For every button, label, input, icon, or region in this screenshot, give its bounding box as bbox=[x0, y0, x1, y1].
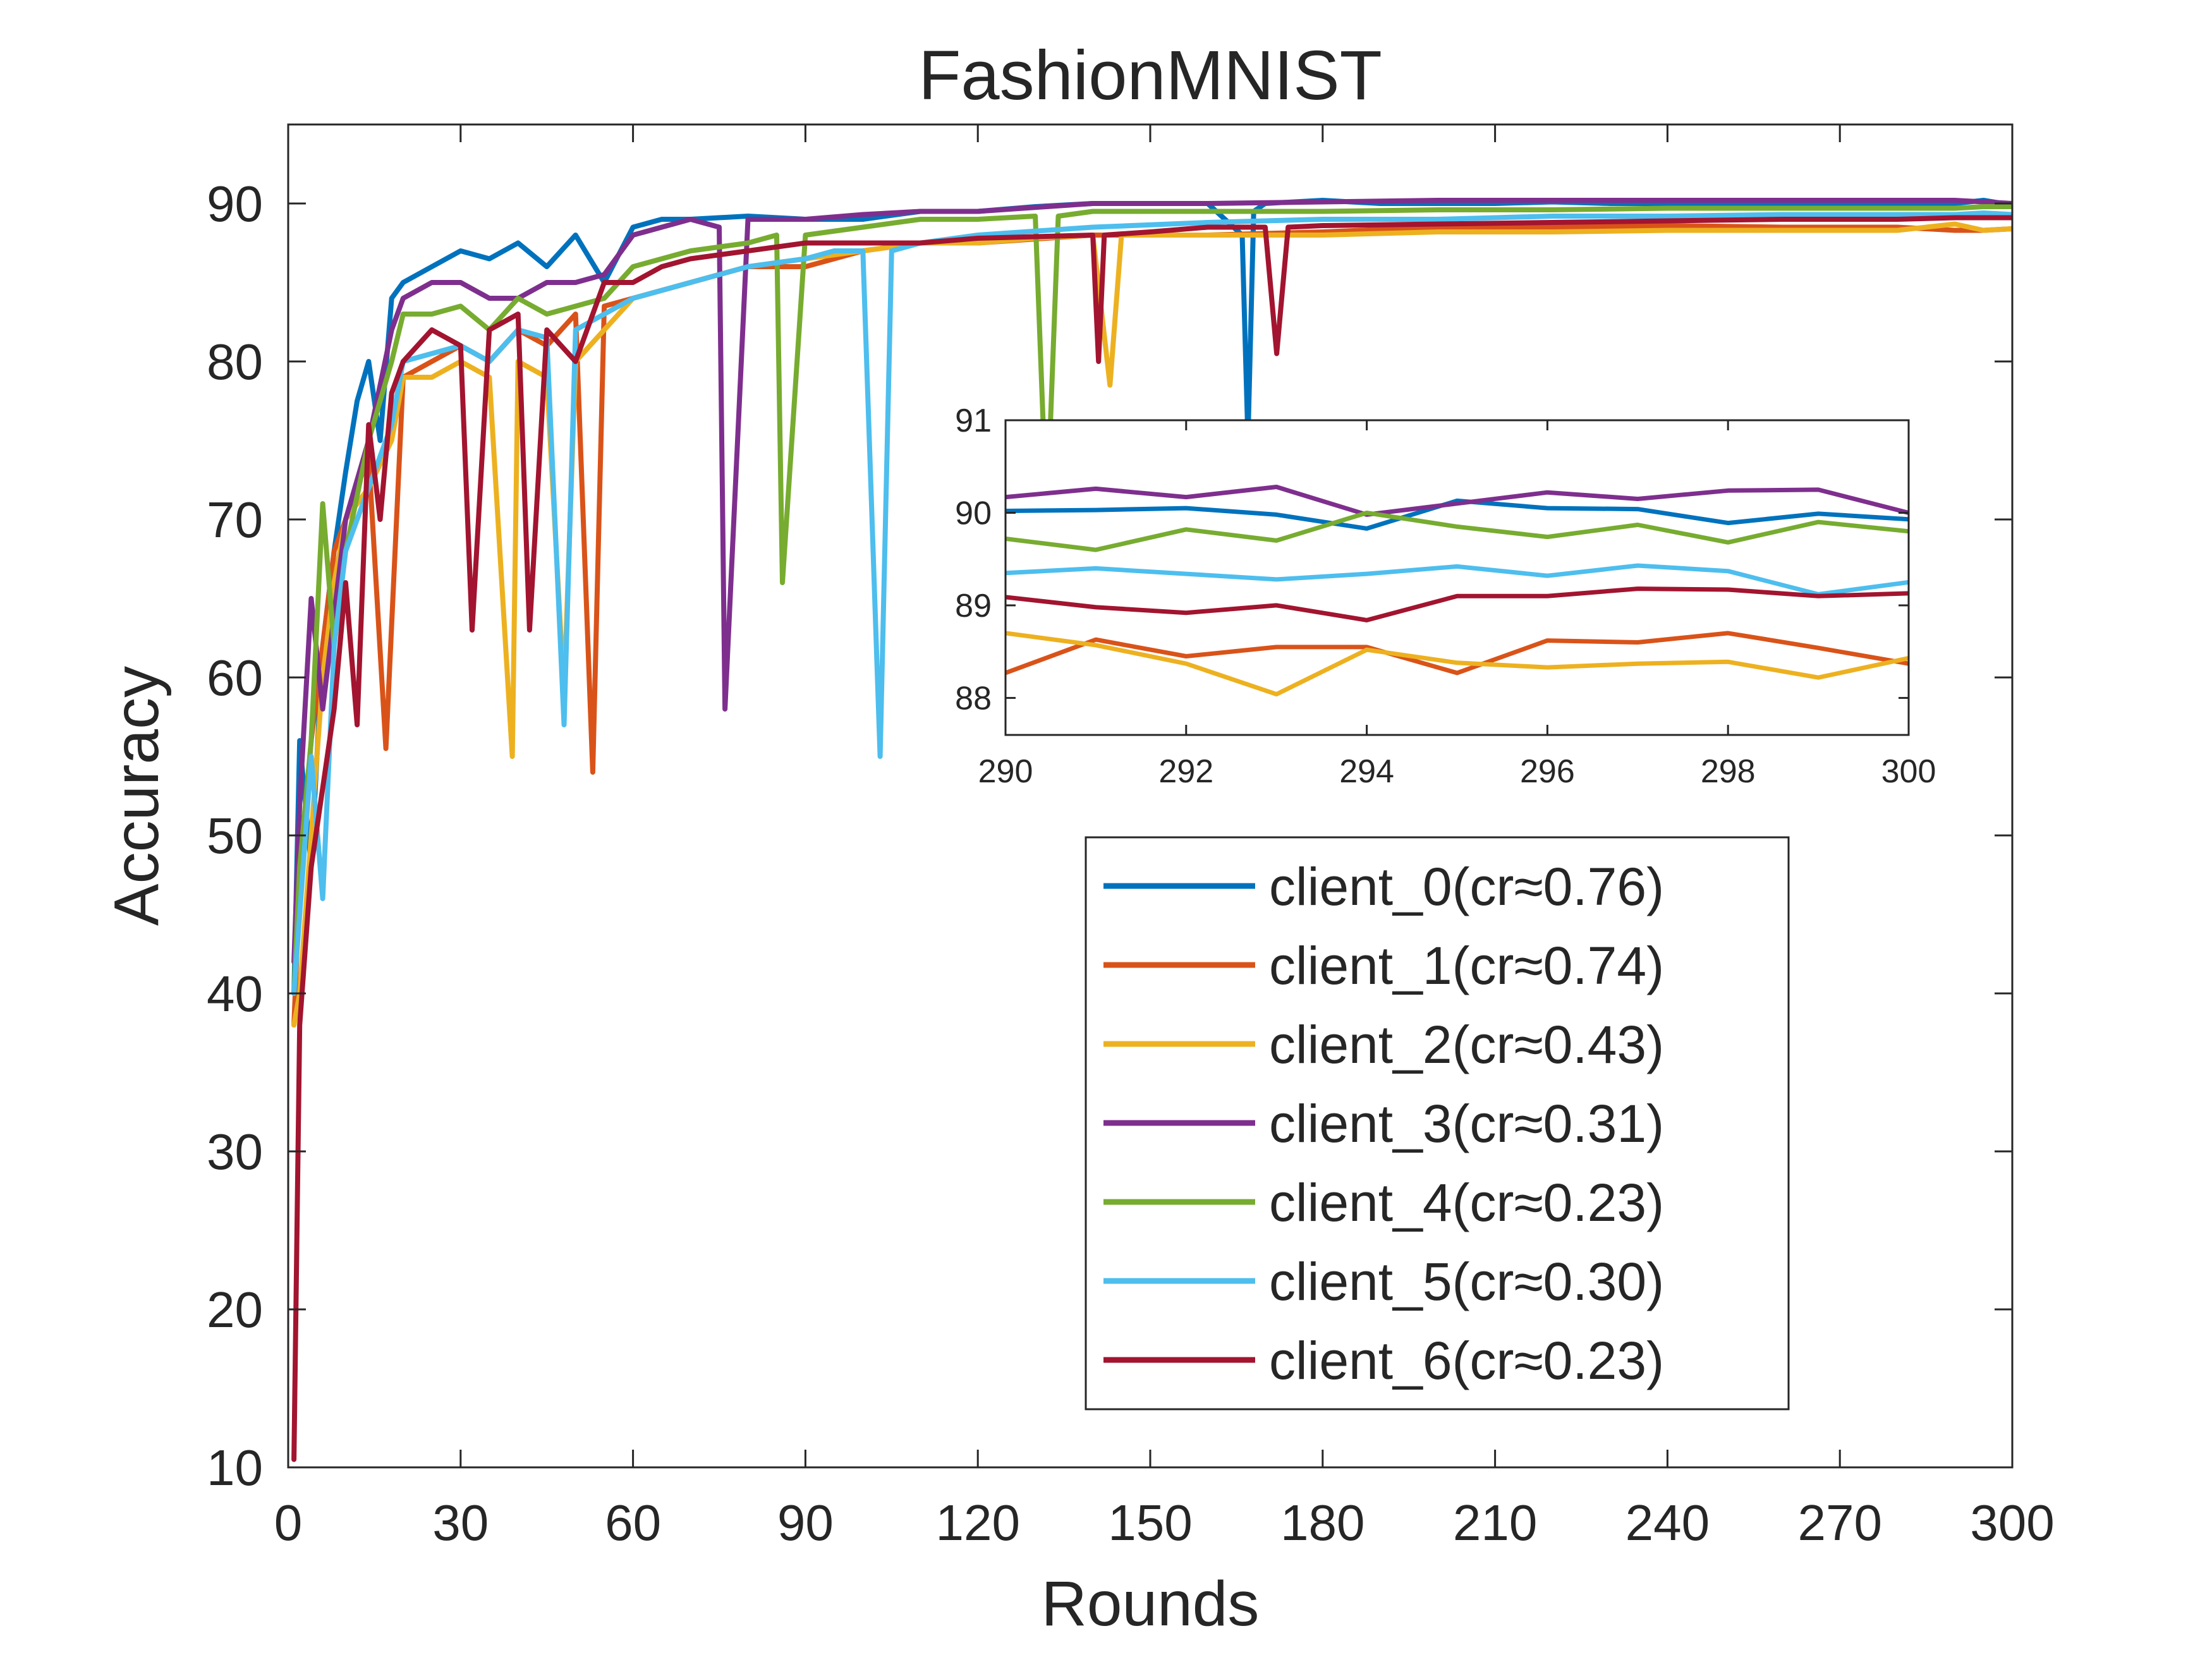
main-x-tick-label: 180 bbox=[1280, 1495, 1364, 1551]
inset-series-line-2 bbox=[1006, 631, 1909, 697]
main-x-tick-label: 30 bbox=[432, 1495, 489, 1551]
inset-axes: 290 292 294 296 298 300 88 89 90 91 bbox=[955, 403, 1936, 790]
legend-label-5: client_5(cr≈0.30) bbox=[1269, 1252, 1664, 1311]
inset-x-tick-label: 294 bbox=[1339, 753, 1394, 790]
main-x-tick-label: 270 bbox=[1797, 1495, 1881, 1551]
main-series-line-4 bbox=[291, 204, 2012, 996]
main-x-tick-label: 240 bbox=[1626, 1495, 1710, 1551]
legend-label-1: client_1(cr≈0.74) bbox=[1269, 936, 1664, 995]
inset-y-tick-label: 88 bbox=[955, 681, 992, 717]
legend: client_0(cr≈0.76) client_1(cr≈0.74)client… bbox=[1085, 836, 1790, 1410]
main-series-line-5 bbox=[291, 210, 2012, 996]
inset-x-tick-label: 290 bbox=[978, 753, 1033, 790]
inset-x-tick-label: 292 bbox=[1158, 753, 1213, 790]
legend-label-6: client_6(cr≈0.23) bbox=[1269, 1331, 1664, 1390]
inset-series-line-6 bbox=[1006, 586, 1909, 622]
main-x-tick-label: 60 bbox=[605, 1495, 661, 1551]
main-x-tick-label: 90 bbox=[777, 1495, 834, 1551]
main-x-tick-label: 0 bbox=[274, 1495, 303, 1551]
main-x-tick-label: 150 bbox=[1108, 1495, 1192, 1551]
main-x-tick-label: 120 bbox=[935, 1495, 1019, 1551]
main-y-tick-label: 60 bbox=[207, 650, 263, 706]
main-y-tick-label: 70 bbox=[207, 492, 263, 548]
inset-x-tick-label: 298 bbox=[1701, 753, 1756, 790]
inset-series-lines bbox=[1006, 485, 1909, 697]
inset-series-line-1 bbox=[1006, 631, 1909, 676]
main-y-tick-label: 90 bbox=[207, 176, 263, 232]
main-y-tick-label: 40 bbox=[207, 966, 263, 1022]
inset-plot-area bbox=[1006, 420, 1909, 735]
main-x-tick-label: 210 bbox=[1453, 1495, 1537, 1551]
legend-label-3: client_3(cr≈0.31) bbox=[1269, 1094, 1664, 1153]
main-x-axis-label: Rounds bbox=[1042, 1568, 1260, 1639]
legend-label-4: client_4(cr≈0.23) bbox=[1269, 1173, 1664, 1232]
inset-series-line-3 bbox=[1006, 485, 1909, 517]
inset-series-line-5 bbox=[1006, 563, 1909, 597]
main-axes: 0 30 60 90 120 150 180 210 240 270 300 10 20 30 40 50 60… bbox=[101, 37, 2055, 1639]
main-series-line-6 bbox=[291, 215, 2012, 1462]
main-y-tick-label: 10 bbox=[207, 1440, 263, 1496]
inset-y-tick-label: 90 bbox=[955, 495, 992, 532]
main-series-lines bbox=[291, 198, 2012, 1462]
inset-axes-frame bbox=[1004, 419, 1910, 736]
main-y-tick-label: 50 bbox=[207, 808, 263, 864]
inset-series-line-0 bbox=[1006, 498, 1909, 531]
main-chart-title: FashionMNIST bbox=[918, 37, 1382, 114]
legend-label-0: client_0(cr≈0.76) bbox=[1269, 857, 1664, 916]
inset-y-tick-label: 89 bbox=[955, 588, 992, 624]
main-y-tick-label: 20 bbox=[207, 1282, 263, 1338]
inset-x-tick-label: 296 bbox=[1520, 753, 1575, 790]
inset-x-tick-label: 300 bbox=[1881, 753, 1936, 790]
main-y-tick-label: 30 bbox=[207, 1124, 263, 1180]
inset-y-tick-label: 91 bbox=[955, 403, 992, 439]
main-x-tick-label: 300 bbox=[1970, 1495, 2054, 1551]
inset-series-line-4 bbox=[1006, 511, 1909, 552]
main-y-axis-label: Accuracy bbox=[101, 666, 172, 926]
main-y-tick-label: 80 bbox=[207, 334, 263, 390]
legend-label-2: client_2(cr≈0.43) bbox=[1269, 1015, 1664, 1074]
